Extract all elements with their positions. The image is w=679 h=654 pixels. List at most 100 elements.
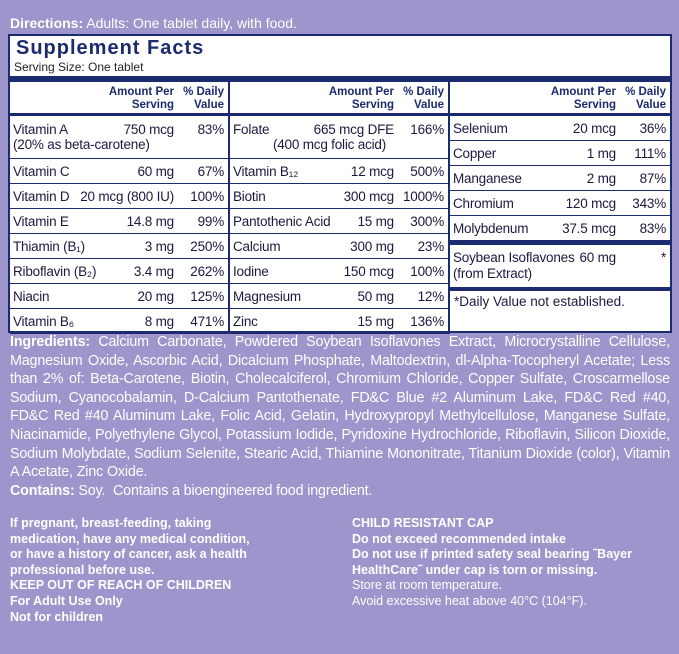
- nutrient-row: Soybean Isoflavones (from Extract) 60 mg *: [450, 245, 670, 287]
- contains-label: Contains:: [10, 482, 75, 499]
- nutrient-amount: 14.8 mg: [126, 213, 175, 229]
- nutrient-amount: 60 mg: [137, 163, 174, 179]
- warning-text: KEEP OUT OF REACH OF CHILDREN: [10, 578, 232, 593]
- nutrient-row: Chromium 120 mcg 343%: [450, 191, 670, 216]
- nutrient-row: Calcium 300 mg 23%: [230, 234, 448, 259]
- nutrient-row: Niacin 20 mg 125%: [10, 284, 228, 309]
- nutrient-name: Copper: [453, 145, 497, 161]
- nutrient-amount: 750 mcg: [123, 121, 175, 137]
- storage-text: Avoid excessive heat above 40°C (104°F).: [352, 593, 587, 608]
- nutrient-dv: 83%: [639, 220, 667, 236]
- nutrient-amount: 3.4 mg: [133, 263, 174, 279]
- nutrient-name: Calcium: [233, 238, 281, 254]
- nutrient-amount: 1 mg: [586, 145, 616, 161]
- nutrient-row: Thiamin (B₁) 3 mg 250%: [10, 234, 228, 259]
- nutrient-row: Vitamin B₆ 8 mg 471%: [10, 309, 228, 334]
- nutrient-row: Zinc 15 mg 136%: [230, 309, 448, 334]
- header-dv: % Daily Value: [183, 86, 224, 111]
- nutrient-amount: 665 mcg DFE: [313, 121, 395, 137]
- nutrient-name: Zinc: [233, 313, 258, 329]
- nutrient-name: Magnesium: [233, 288, 301, 304]
- directions: Directions: Adults: One tablet daily, wi…: [10, 15, 297, 31]
- ingredients-text: Calcium Carbonate, Powdered Soybean Isof…: [10, 334, 670, 481]
- nutrient-name: Niacin: [13, 288, 50, 304]
- nutrient-name: Manganese: [453, 170, 522, 186]
- nutrient-name: Selenium: [453, 120, 508, 136]
- nutrient-name: Chromium: [453, 195, 514, 211]
- nutrient-dv: *: [660, 250, 666, 265]
- nutrient-dv: 471%: [190, 313, 224, 329]
- nutrient-dv: 111%: [634, 145, 666, 161]
- nutrient-amount: 120 mcg: [565, 195, 617, 211]
- nutrient-dv: 67%: [197, 163, 225, 179]
- warning-text: CHILD RESISTANT CAP: [352, 516, 494, 530]
- nutrient-amount: 37.5 mcg: [562, 220, 616, 236]
- nutrient-amount: 2 mg: [586, 170, 616, 186]
- nutrient-name: Molybdenum: [453, 220, 529, 236]
- serving-size: Serving Size: One tablet: [14, 60, 144, 74]
- nutrient-amount: 12 mcg: [350, 163, 394, 179]
- warning-text: Do not exceed recommended intake: [352, 531, 566, 546]
- nutrient-dv: 300%: [410, 213, 444, 229]
- divider: [450, 287, 670, 291]
- nutrient-dv: 100%: [190, 188, 224, 204]
- divider: [10, 76, 670, 82]
- nutrient-dv: 1000%: [402, 188, 444, 204]
- nutrient-name: Vitamin E: [13, 213, 69, 229]
- nutrient-amount: 300 mcg: [343, 188, 395, 204]
- nutrient-dv: 262%: [190, 263, 224, 279]
- nutrient-dv: 23%: [417, 238, 445, 254]
- nutrient-amount: 15 mg: [357, 213, 394, 229]
- nutrient-amount: 50 mg: [357, 288, 394, 304]
- warning-text: Not for children: [10, 609, 104, 624]
- warning-text: Do not use if printed safety seal bearin…: [352, 547, 632, 577]
- nutrient-row: Copper 1 mg 111%: [450, 141, 670, 166]
- nutrient-amount: 20 mg: [137, 288, 174, 304]
- nutrient-amount: 20 mcg (800 IU): [80, 188, 174, 204]
- nutrient-note: (400 mcg folic acid): [272, 136, 386, 152]
- nutrient-name: Vitamin A: [13, 121, 68, 137]
- nutrient-dv: 87%: [639, 170, 667, 186]
- column-header: Amount Per Serving % Daily Value: [230, 82, 448, 116]
- facts-columns: Amount Per Serving % Daily Value Vitamin A…: [10, 82, 670, 334]
- nutrient-name: Vitamin B₆: [13, 313, 74, 329]
- column-header: Amount Per Serving % Daily Value: [10, 82, 228, 116]
- column-header: Amount Per Serving % Daily Value: [450, 82, 670, 116]
- nutrient-dv: 166%: [410, 121, 444, 137]
- nutrient-row: Vitamin D 20 mcg (800 IU) 100%: [10, 184, 228, 209]
- nutrient-amount: 15 mg: [357, 313, 394, 329]
- nutrient-name: Iodine: [233, 263, 269, 279]
- nutrient-dv: 83%: [197, 121, 225, 137]
- warnings-left: If pregnant, breast-feeding, taking medi…: [10, 516, 255, 625]
- nutrient-name: Biotin: [233, 188, 266, 204]
- ingredients: Ingredients: Calcium Carbonate, Powdered…: [10, 333, 670, 500]
- nutrient-row: Riboflavin (B₂) 3.4 mg 262%: [10, 259, 228, 284]
- nutrient-row: Folate 665 mcg DFE 166% (400 mcg folic acid…: [230, 116, 448, 159]
- nutrient-dv: 500%: [410, 163, 444, 179]
- nutrient-name: Vitamin B₁₂: [233, 163, 299, 179]
- nutrient-row: Pantothenic Acid 15 mg 300%: [230, 209, 448, 234]
- nutrient-name: Folate: [233, 121, 270, 137]
- storage-text: Store at room temperature.: [352, 578, 503, 593]
- nutrient-name: Vitamin D: [13, 188, 70, 204]
- directions-text: Adults: One tablet daily, with food.: [86, 15, 297, 31]
- footnote: *Daily Value not established.: [454, 294, 625, 309]
- header-dv: % Daily Value: [625, 86, 666, 111]
- nutrient-row: Molybdenum 37.5 mcg 83%: [450, 216, 670, 241]
- nutrient-row: Vitamin E 14.8 mg 99%: [10, 209, 228, 234]
- nutrient-dv: 125%: [190, 288, 224, 304]
- nutrient-row: Biotin 300 mcg 1000%: [230, 184, 448, 209]
- nutrient-dv: 136%: [410, 313, 444, 329]
- nutrient-name: Thiamin (B₁): [13, 238, 85, 254]
- header-dv: % Daily Value: [403, 86, 444, 111]
- nutrient-row: Selenium 20 mcg 36%: [450, 116, 670, 141]
- nutrient-dv: 12%: [417, 288, 445, 304]
- nutrient-row: Iodine 150 mcg 100%: [230, 259, 448, 284]
- contains-text: Soy. Contains a bioengineered food ingre…: [78, 482, 373, 499]
- nutrient-amount: 3 mg: [144, 238, 174, 254]
- facts-column: Amount Per Serving % Daily Value Folate 665…: [228, 82, 448, 334]
- directions-label: Directions:: [10, 15, 84, 31]
- header-amount: Amount Per Serving: [108, 86, 174, 111]
- divider: [450, 241, 670, 245]
